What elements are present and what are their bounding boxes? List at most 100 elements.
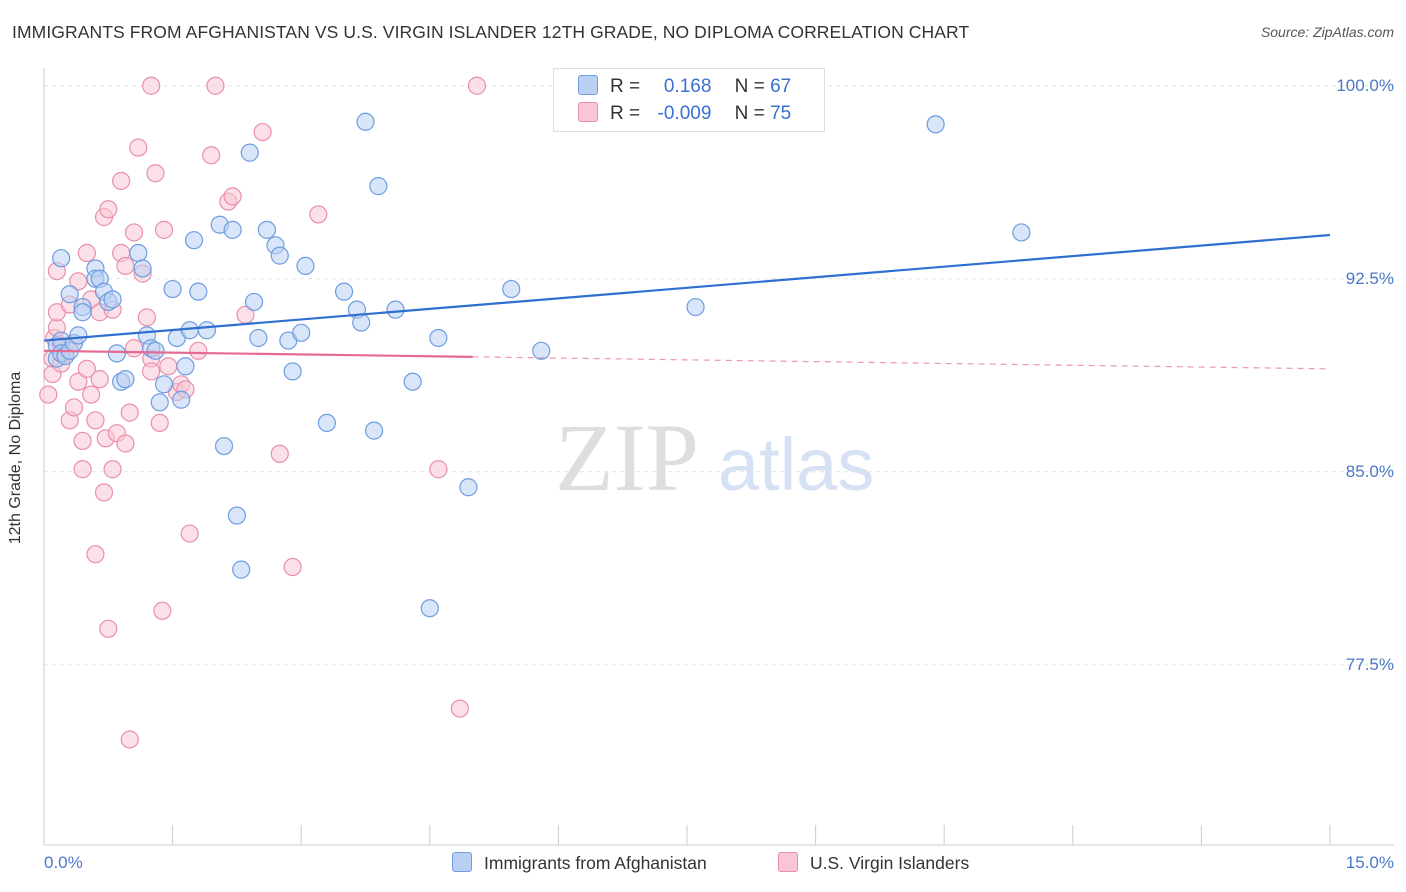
x-tick-label-max: 15.0% [1345, 853, 1394, 872]
bottom-legend-swatch-virgin-islanders [778, 852, 798, 872]
virgin-islanders-point [309, 205, 328, 224]
axes [43, 68, 1394, 846]
virgin-islanders-point [450, 699, 469, 718]
afghanistan-point [150, 393, 169, 412]
legend-n-value-afghanistan: 67 [770, 76, 792, 97]
legend-swatch-afghanistan [578, 75, 598, 95]
afghanistan-point [249, 328, 268, 348]
y-tick-label: 77.5% [1345, 654, 1394, 674]
virgin-islanders-point [253, 122, 272, 142]
virgin-islanders-point [153, 601, 172, 620]
afghanistan-point [1012, 223, 1031, 242]
afghanistan-point [317, 413, 337, 433]
bottom-legend-virgin-islanders: U.S. Virgin Islanders [778, 852, 969, 874]
virgin-islanders-point [150, 413, 169, 433]
virgin-islanders-point [124, 339, 144, 358]
virgin-islanders-point [116, 256, 135, 276]
watermark-atlas: atlas [718, 423, 874, 506]
virgin-islanders-point [86, 411, 105, 430]
virgin-islanders-point [90, 370, 109, 389]
virgin-islanders-trend-extension [472, 356, 1331, 370]
afghanistan-point [223, 220, 242, 239]
afghanistan-point [369, 177, 388, 196]
afghanistan-point [60, 285, 79, 304]
virgin-islanders-point [77, 243, 96, 263]
y-tick-label: 100.0% [1336, 75, 1394, 95]
virgin-islanders-point [142, 362, 161, 381]
legend-swatch-virgin-islanders [578, 102, 598, 122]
legend-r-value-virgin-islanders: -0.009 [657, 103, 712, 124]
virgin-islanders-point [120, 730, 139, 749]
afghanistan-point [364, 421, 384, 440]
series-us-virgin-islanders-points [39, 76, 487, 749]
virgin-islanders-point [64, 398, 84, 417]
virgin-islanders-point [73, 431, 92, 451]
virgin-islanders-point [39, 385, 58, 404]
afghanistan-point [420, 599, 439, 618]
afghanistan-point [107, 344, 126, 363]
virgin-islanders-point [467, 76, 487, 95]
afghanistan-point [69, 326, 88, 345]
virgin-islanders-point [189, 341, 208, 360]
afghanistan-point [292, 323, 311, 342]
legend-n-value-virgin-islanders: 75 [770, 103, 792, 124]
legend-row-afghanistan: R = 0.168 N = 67 [578, 75, 791, 99]
virgin-islanders-point [202, 146, 221, 165]
virgin-islanders-point [112, 171, 131, 191]
afghanistan-point [103, 290, 122, 309]
afghanistan-point [429, 328, 448, 348]
virgin-islanders-point [120, 403, 139, 422]
virgin-islanders-point [429, 460, 448, 479]
afghanistan-point [116, 370, 135, 389]
virgin-islanders-point [116, 434, 135, 453]
virgin-islanders-point [99, 619, 118, 638]
afghanistan-point [257, 220, 277, 239]
bottom-legend-afghanistan: Immigrants from Afghanistan [452, 852, 707, 874]
y-axis-label: 12th Grade, No Diploma [7, 371, 24, 545]
afghanistan-point [189, 282, 208, 301]
afghanistan-point [214, 436, 234, 456]
legend-r-value-afghanistan: 0.168 [663, 76, 712, 97]
afghanistan-point [180, 321, 199, 340]
virgin-islanders-point [73, 460, 92, 479]
virgin-islanders-point [129, 138, 148, 157]
afghanistan-point [926, 115, 945, 134]
afghanistan-point [154, 375, 174, 394]
y-tick-label: 85.0% [1345, 461, 1394, 481]
afghanistan-point [172, 390, 191, 409]
legend-n-label: N = [734, 76, 765, 97]
afghanistan-point [129, 243, 148, 263]
afghanistan-point [334, 282, 354, 301]
afghanistan-point [73, 303, 92, 322]
legend-r-label: R = [610, 76, 641, 97]
afghanistan-point [403, 372, 422, 391]
virgin-islanders-point [82, 385, 101, 404]
virgin-islanders-point [180, 524, 199, 543]
bottom-legend-swatch-afghanistan [452, 852, 472, 872]
correlation-legend: R = 0.168 N = 67 R = -0.009 N = 75 [553, 68, 825, 132]
afghanistan-point [270, 246, 289, 265]
legend-n-label: N = [734, 103, 765, 124]
afghanistan-point [686, 297, 705, 317]
grid-lines [44, 85, 1394, 666]
bottom-legend-label-afghanistan: Immigrants from Afghanistan [484, 853, 707, 873]
source-label: Source: ZipAtlas.com [1260, 24, 1394, 40]
virgin-islanders-point [159, 357, 178, 376]
afghanistan-point [283, 362, 302, 381]
afghanistan-point [146, 341, 165, 360]
legend-r-label: R = [610, 103, 641, 124]
afghanistan-point [532, 341, 551, 360]
virgin-islanders-trend-line [43, 349, 473, 358]
afghanistan-point [227, 506, 246, 525]
virgin-islanders-point [154, 220, 174, 239]
legend-row-virgin-islanders: R = -0.009 N = 75 [578, 102, 791, 126]
afghanistan-point [52, 249, 71, 268]
afghanistan-point [240, 143, 259, 162]
afghanistan-point [184, 231, 204, 250]
watermark-zip: ZIP [555, 404, 699, 511]
afghanistan-trend-line [43, 233, 1331, 342]
afghanistan-point [386, 300, 405, 319]
virgin-islanders-point [103, 460, 122, 479]
virgin-islanders-point [146, 164, 165, 183]
